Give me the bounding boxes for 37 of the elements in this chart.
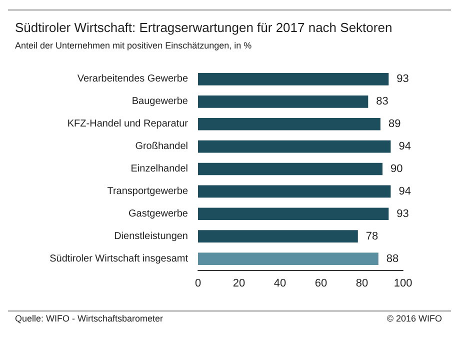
y-tick-label: Gastgewerbe [128, 208, 188, 220]
data-label: 88 [386, 252, 399, 265]
data-label: 78 [366, 230, 378, 242]
data-label: 94 [398, 185, 411, 198]
y-tick-label: Transportgewerbe [107, 186, 188, 197]
y-tick-label: KFZ-Handel und Reparatur [67, 118, 189, 130]
y-tick-label: Baugewerbe [132, 96, 188, 108]
y-tick-label: Dienstleistungen [114, 230, 188, 242]
data-label: 93 [396, 208, 409, 220]
y-tick-label: Einzelhandel [130, 164, 188, 174]
chart-subtitle: Anteil der Unternehmen mit positiven Einschätzungen, in % [15, 40, 252, 50]
bar [198, 208, 389, 220]
bar [198, 162, 382, 176]
y-tick-label: Südtiroler Wirtschaft insgesamt [50, 253, 188, 264]
data-label: 83 [376, 96, 388, 108]
x-tick-label: 0 [194, 278, 202, 290]
y-tick-label: Großhandel [135, 141, 188, 152]
chart-title: Südtiroler Wirtschaft: Ertragserwartungen für 2017 nach Sektoren [15, 20, 392, 35]
data-label: 93 [396, 73, 409, 86]
bar [198, 230, 358, 243]
bar [198, 140, 391, 153]
x-tick-label: 60 [314, 278, 328, 290]
text: © 2016 WIFO [386, 314, 442, 324]
bar [198, 252, 378, 265]
data-label: 90 [390, 163, 403, 175]
data-label: 94 [398, 140, 411, 153]
bar [198, 185, 391, 198]
x-tick-label: 40 [274, 278, 286, 290]
source-note: Quelle: WIFO - Wirtschaftsbarometer [15, 314, 164, 324]
y-tick-label: Verarbeitendes Gewerbe [77, 74, 188, 85]
bar [198, 95, 368, 108]
x-tick-label: 80 [356, 278, 368, 290]
bar [198, 73, 389, 86]
bar [198, 118, 380, 130]
data-label: 89 [388, 118, 401, 130]
x-tick-label: 20 [232, 278, 246, 290]
x-tick-label: 100 [394, 278, 412, 290]
